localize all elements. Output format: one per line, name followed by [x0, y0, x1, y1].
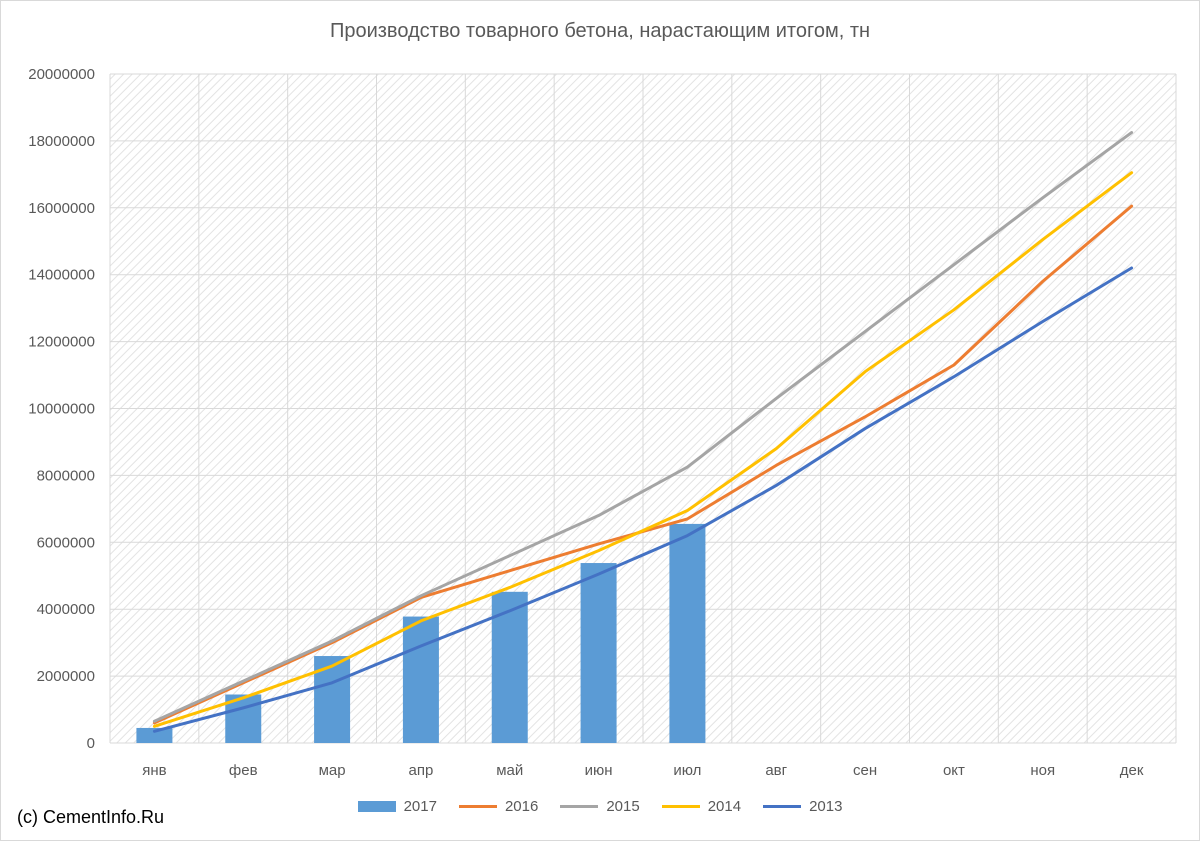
- y-tick-label: 16000000: [28, 200, 95, 217]
- y-tick-label: 12000000: [28, 334, 95, 351]
- x-tick-label: дек: [1120, 762, 1144, 779]
- x-tick-label: фев: [229, 762, 258, 779]
- legend-label: 2016: [504, 798, 539, 815]
- x-tick-label: сен: [853, 762, 877, 779]
- y-tick-label: 2000000: [37, 668, 95, 685]
- y-tick-label: 14000000: [28, 267, 95, 284]
- legend-item-2016: 2016: [458, 798, 539, 815]
- x-tick-label: июн: [585, 762, 613, 779]
- source-note: (c) CementInfo.Ru: [17, 807, 165, 827]
- legend-swatch: [661, 805, 700, 808]
- gridlines: [109, 73, 1177, 744]
- bar-2017: [669, 523, 706, 743]
- x-tick-label: июл: [673, 762, 701, 779]
- legend-item-2013: 2013: [763, 798, 842, 815]
- y-tick-label: 8000000: [37, 467, 95, 484]
- series-lines: [152, 131, 1134, 733]
- line-2015: [152, 131, 1134, 723]
- legend-label: 2017: [403, 798, 437, 815]
- x-tick-label: окт: [943, 762, 965, 779]
- y-tick-label: 6000000: [37, 534, 95, 551]
- x-tick-label: май: [496, 762, 523, 779]
- legend-swatch: [458, 805, 497, 808]
- y-tick-label: 0: [87, 735, 95, 752]
- y-tick-label: 18000000: [28, 133, 95, 150]
- x-tick-label: ноя: [1030, 762, 1055, 779]
- chart-title: Производство товарного бетона, нарастающ…: [329, 20, 871, 42]
- bar-2017: [580, 563, 617, 743]
- x-tick-label: авг: [765, 762, 787, 779]
- y-axis-tick-labels: 0 2000000 4000000 6000000 8000000 10000000 120…: [28, 66, 95, 752]
- x-tick-label: янв: [142, 762, 166, 779]
- legend-item-2017: 2017: [357, 798, 437, 815]
- x-tick-label: апр: [409, 762, 434, 779]
- legend: 2017 2016 2015 2014 2013: [0, 798, 1200, 815]
- legend-label: 2014: [707, 798, 742, 815]
- legend-item-2014: 2014: [661, 798, 742, 815]
- bar-2017: [402, 616, 439, 743]
- x-axis-tick-labels: янв фев мар апр май июн июл авг сен окт ноя дек: [142, 762, 1144, 779]
- y-tick-label: 20000000: [28, 66, 95, 83]
- bar-2017: [136, 727, 173, 743]
- legend-item-2015: 2015: [560, 798, 640, 815]
- legend-label: 2015: [606, 798, 640, 815]
- y-tick-label: 10000000: [28, 401, 95, 418]
- y-tick-label: 4000000: [37, 601, 95, 618]
- x-tick-label: мар: [319, 762, 346, 779]
- legend-swatch: [357, 801, 396, 812]
- legend-swatch: [560, 805, 599, 808]
- legend-label: 2013: [809, 798, 843, 815]
- legend-swatch: [763, 805, 802, 808]
- line-2014: [152, 171, 1134, 728]
- line-2013: [152, 266, 1134, 733]
